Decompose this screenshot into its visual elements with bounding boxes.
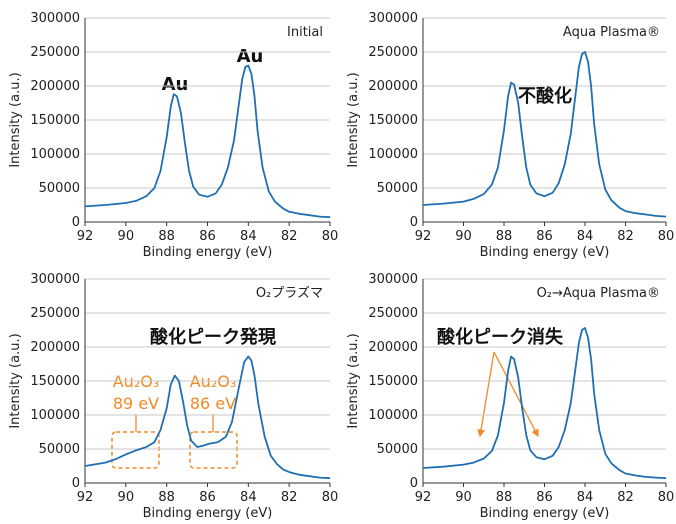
- y-axis-label: Intensity (a.u.): [346, 72, 361, 167]
- x-tick-label: 88: [496, 229, 513, 244]
- x-tick-label: 84: [577, 490, 594, 505]
- annotation-au2o3-89-energy: 89 eV: [113, 394, 159, 413]
- x-tick-label: 84: [240, 229, 257, 244]
- plot-area-1: 0 50000 100000 150000 200000 250000 300000 92 90…: [346, 11, 674, 260]
- x-tick-label: 86: [536, 229, 553, 244]
- y-axis-label: Intensity (a.u.): [8, 333, 23, 428]
- y-tick-label: 0: [410, 476, 418, 491]
- x-tick-label: 80: [658, 229, 675, 244]
- x-tick-label: 86: [199, 229, 216, 244]
- x-tick-label: 86: [199, 490, 216, 505]
- y-axis-label: Intensity (a.u.): [346, 333, 361, 428]
- panel-label: O₂→Aqua Plasma®: [537, 286, 660, 301]
- y-tick-label: 100000: [30, 408, 80, 423]
- x-axis-label: Binding energy (eV): [480, 506, 610, 521]
- x-tick-label: 90: [455, 229, 472, 244]
- x-tick-label: 82: [617, 229, 634, 244]
- y-tick-label: 250000: [30, 306, 80, 321]
- x-tick-label: 82: [281, 490, 298, 505]
- annotation-oxide-peak-disappears: 酸化ピーク消失: [437, 326, 564, 348]
- y-tick-label: 150000: [368, 113, 418, 128]
- x-tick-label: 84: [240, 490, 257, 505]
- y-tick-label: 50000: [39, 442, 80, 457]
- plot-area-3: 0 50000 100000 150000 200000 250000 300000 92 90…: [346, 272, 674, 521]
- annotation-au2o3-86-energy: 86 eV: [190, 394, 236, 413]
- x-tick-label: 90: [455, 490, 472, 505]
- x-tick-label: 92: [77, 490, 94, 505]
- annotation-au-right: Au: [237, 46, 264, 67]
- arrow-to-86ev: [493, 351, 539, 438]
- x-axis-label: Binding energy (eV): [143, 506, 273, 521]
- x-axis-label: Binding energy (eV): [143, 245, 273, 260]
- x-tick-label: 84: [577, 229, 594, 244]
- x-tick-label: 80: [658, 490, 675, 505]
- x-tick-label: 90: [118, 229, 135, 244]
- y-tick-label: 200000: [30, 340, 80, 355]
- y-tick-label: 300000: [30, 272, 80, 287]
- panel-label: Initial: [287, 25, 323, 40]
- x-tick-label: 92: [415, 490, 432, 505]
- annotation-au-left: Au: [162, 74, 189, 95]
- y-tick-label: 300000: [368, 272, 418, 287]
- y-tick-label: 250000: [368, 45, 418, 60]
- x-tick-label: 86: [536, 490, 553, 505]
- y-tick-label: 300000: [30, 11, 80, 26]
- y-tick-label: 300000: [368, 11, 418, 26]
- y-tick-label: 100000: [30, 147, 80, 162]
- x-tick-label: 82: [617, 490, 634, 505]
- plot-area-2: 0 50000 100000 150000 200000 250000 300000 92 90…: [8, 272, 338, 521]
- series-line: [422, 327, 667, 480]
- panel-aqua-plasma: Aqua Plasma® 不酸化: [518, 25, 660, 107]
- y-tick-label: 0: [72, 215, 80, 230]
- y-tick-label: 200000: [30, 79, 80, 94]
- y-tick-label: 200000: [368, 340, 418, 355]
- y-tick-label: 0: [410, 215, 418, 230]
- y-tick-label: 150000: [30, 113, 80, 128]
- x-tick-label: 88: [158, 229, 175, 244]
- series-line: [84, 64, 331, 219]
- panel-o2-plasma: O₂プラズマ 酸化ピーク発現 Au₂O₃ 89 eV Au₂O₃ 86 eV: [111, 285, 323, 469]
- y-tick-label: 100000: [368, 147, 418, 162]
- x-tick-label: 88: [496, 490, 513, 505]
- panel-label: O₂プラズマ: [256, 285, 323, 301]
- x-tick-label: 80: [322, 229, 339, 244]
- y-tick-label: 50000: [39, 181, 80, 196]
- y-axis-label: Intensity (a.u.): [8, 72, 23, 167]
- annotation-non-oxidation: 不酸化: [518, 85, 572, 107]
- x-axis-label: Binding energy (eV): [480, 245, 610, 260]
- oxide-box-89ev: [111, 431, 160, 469]
- y-tick-label: 200000: [368, 79, 418, 94]
- panel-o2-aqua-plasma: O₂→Aqua Plasma® 酸化ピーク消失: [437, 286, 660, 438]
- plot-area-0: 0 50000 100000 150000 200000 250000 300000 92 90…: [8, 11, 338, 260]
- y-tick-label: 0: [72, 476, 80, 491]
- panel-label: Aqua Plasma®: [563, 25, 660, 40]
- y-tick-label: 150000: [368, 374, 418, 389]
- y-tick-label: 50000: [377, 442, 418, 457]
- arrow-to-89ev: [477, 351, 495, 438]
- series-line: [84, 355, 331, 480]
- y-tick-label: 100000: [368, 408, 418, 423]
- y-tick-label: 250000: [30, 45, 80, 60]
- y-tick-label: 150000: [30, 374, 80, 389]
- x-tick-label: 82: [281, 229, 298, 244]
- y-tick-label: 250000: [368, 306, 418, 321]
- x-tick-label: 88: [158, 490, 175, 505]
- y-tick-label: 50000: [377, 181, 418, 196]
- panel-initial: Initial Au Au: [162, 25, 323, 95]
- annotation-oxide-peak-appears: 酸化ピーク発現: [150, 326, 276, 348]
- series-line: [422, 51, 667, 218]
- x-tick-label: 92: [77, 229, 94, 244]
- oxide-box-86ev: [189, 431, 238, 469]
- x-tick-label: 92: [415, 229, 432, 244]
- x-tick-label: 80: [322, 490, 339, 505]
- x-tick-label: 90: [118, 490, 135, 505]
